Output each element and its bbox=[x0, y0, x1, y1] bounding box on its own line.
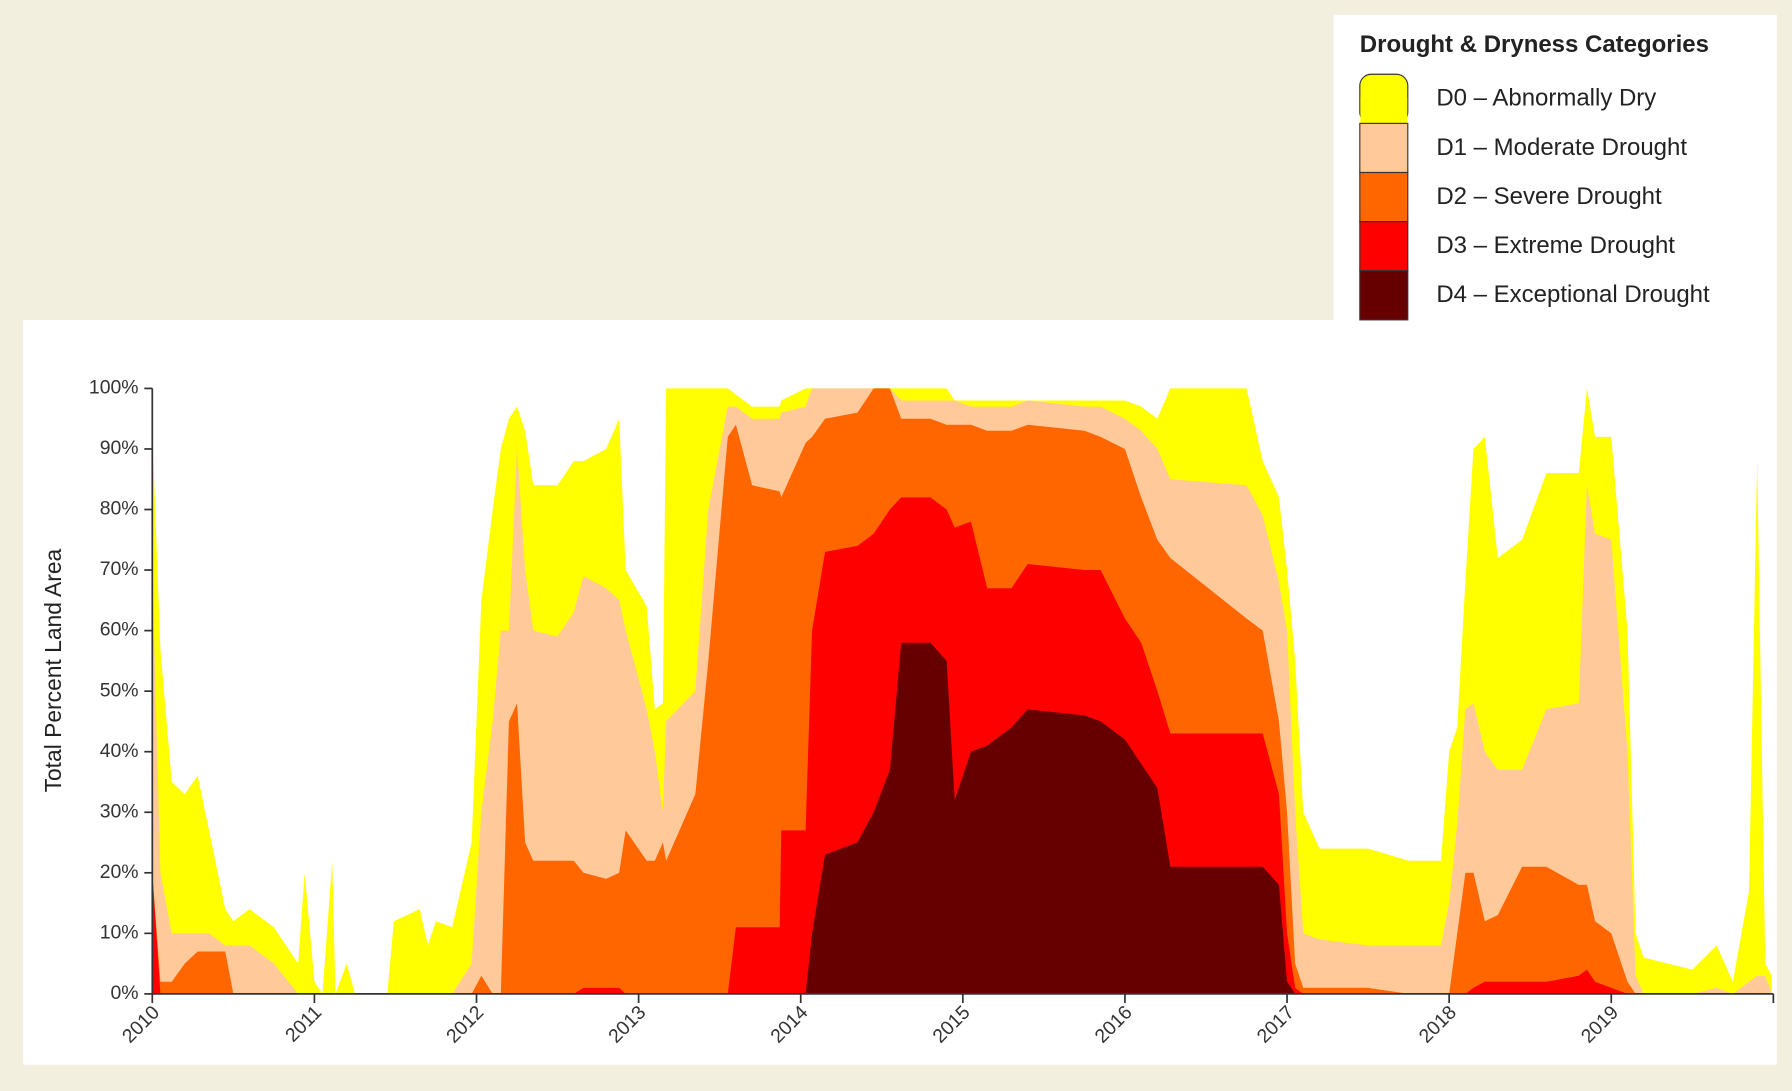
legend-swatch bbox=[1359, 270, 1409, 321]
y-tick-label: 70% bbox=[100, 558, 139, 580]
y-tick-label: 0% bbox=[111, 982, 139, 1004]
legend-label: D1 – Moderate Drought bbox=[1436, 134, 1687, 161]
y-tick-label: 10% bbox=[100, 921, 139, 943]
legend-label: D2 – Severe Drought bbox=[1436, 183, 1662, 210]
y-tick-label: 100% bbox=[89, 377, 139, 399]
y-tick-label: 20% bbox=[100, 861, 139, 883]
y-tick-label: 80% bbox=[100, 498, 139, 520]
legend-swatch bbox=[1359, 171, 1409, 223]
y-tick-label: 40% bbox=[100, 740, 139, 762]
legend-label: D4 – Exceptional Drought bbox=[1436, 281, 1710, 308]
legend-swatch bbox=[1359, 221, 1409, 272]
y-axis-label: Total Percent Land Area bbox=[40, 548, 66, 792]
legend-label: D0 – Abnormally Dry bbox=[1436, 85, 1656, 112]
y-tick-label: 60% bbox=[100, 619, 139, 641]
legend-title: Drought & Dryness Categories bbox=[1360, 31, 1709, 58]
y-tick-label: 30% bbox=[100, 800, 139, 822]
area bbox=[152, 497, 1772, 994]
y-tick-label: 90% bbox=[100, 437, 139, 459]
legend-swatch bbox=[1359, 122, 1409, 174]
legend-label: D3 – Extreme Drought bbox=[1436, 232, 1675, 259]
area bbox=[152, 642, 1772, 994]
y-tick-label: 50% bbox=[100, 679, 139, 701]
legend-swatch-fill bbox=[1360, 97, 1408, 124]
